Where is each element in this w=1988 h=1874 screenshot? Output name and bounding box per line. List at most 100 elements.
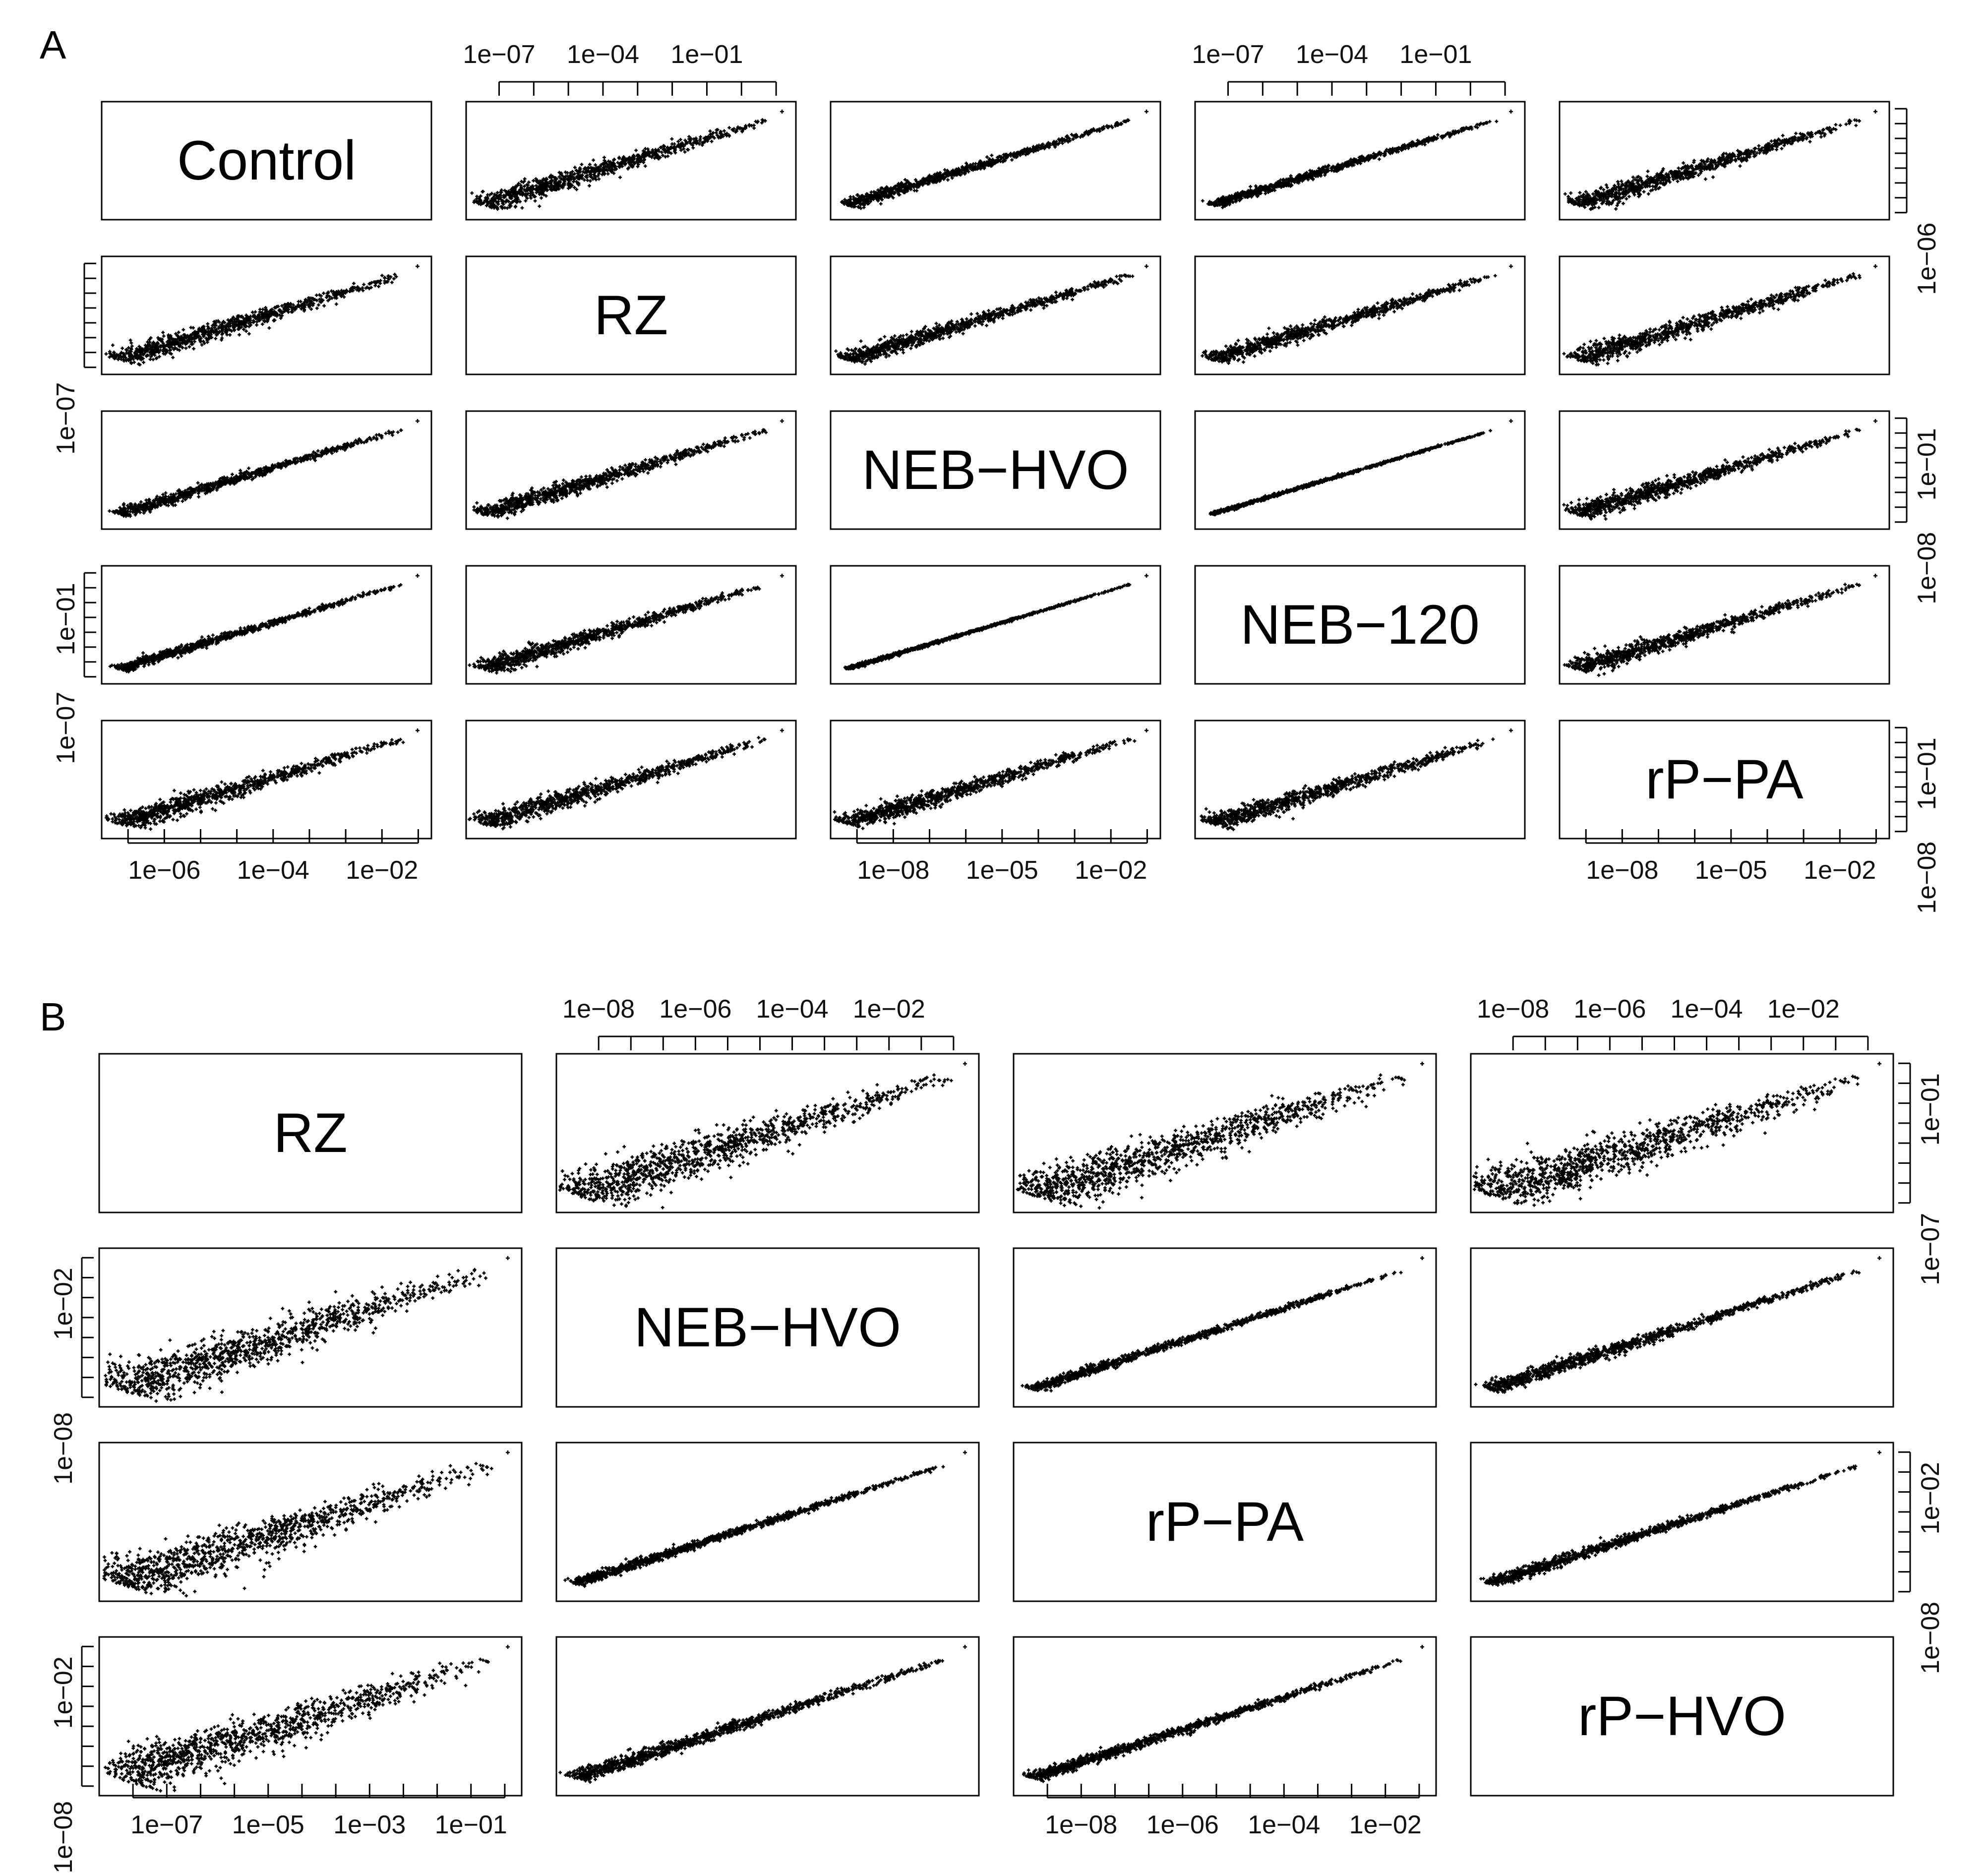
right-axis-row-3: 1e−08 1e−02: [1898, 1451, 1945, 1674]
tick-label: 1e−07: [130, 1811, 203, 1839]
cell-frame: [465, 720, 797, 840]
tick-label: 1e−02: [853, 995, 925, 1024]
tick-label: 1e−08: [1916, 1602, 1945, 1674]
scatter-points: [467, 728, 784, 831]
points: [468, 574, 784, 675]
points: [833, 728, 1148, 830]
tick-label: 1e−08: [49, 1801, 78, 1874]
right-axis-row-5: 1e−08 1e−01: [1895, 726, 1941, 914]
scatter-points: [472, 419, 784, 520]
scatter-points: [1201, 110, 1513, 209]
cell-frame: [830, 101, 1161, 221]
cell-frame: [101, 101, 432, 221]
cell-frame: [1013, 1636, 1437, 1797]
bottom-axis-col-1: 1e−07 1e−05 1e−03 1e−01: [130, 1784, 507, 1839]
tick-label: 1e−08: [49, 1412, 78, 1485]
cell-frame: [1559, 720, 1890, 840]
tick-label: 1e−04: [237, 856, 309, 885]
tick-label: 1e−02: [1075, 856, 1147, 885]
points: [1474, 1256, 1881, 1394]
cell-frame: [1470, 1442, 1894, 1602]
variable-label: RZ: [594, 284, 668, 346]
tick-label: 1e−06: [1146, 1811, 1219, 1839]
points: [1200, 728, 1513, 832]
cell-frame: [1470, 1053, 1894, 1213]
variable-label: rP−PA: [1645, 748, 1804, 810]
cell-1-1: Control: [101, 101, 432, 221]
cell-frame: [98, 1442, 523, 1602]
points: [1562, 419, 1877, 521]
tick-label: 1e−06: [1913, 223, 1941, 295]
points: [563, 1451, 967, 1588]
cell-2-2: NEB−HVO: [555, 1247, 980, 1408]
panel-label-a: A: [40, 23, 66, 67]
cell-3-1: [101, 410, 432, 530]
left-axis-row-2: 1e−08 1e−02: [49, 1257, 94, 1485]
cell-1-2: [555, 1053, 980, 1213]
tick-label: 1e−08: [857, 856, 929, 885]
points: [1201, 264, 1513, 365]
left-axis-row-4: 1e−07 1e−01: [52, 572, 96, 764]
cell-4-4: NEB−120: [1194, 565, 1526, 685]
points: [840, 110, 1148, 210]
scatter-points: [470, 110, 784, 211]
tick-label: 1e−04: [567, 40, 639, 69]
variable-label: rP−HVO: [1578, 1685, 1786, 1747]
cell-5-2: [465, 720, 797, 840]
tick-label: 1e−02: [1767, 995, 1840, 1024]
cell-4-1: [101, 565, 432, 685]
left-axis-row-4: 1e−08 1e−02: [49, 1645, 94, 1874]
scatter-points: [834, 264, 1148, 366]
points: [1021, 1256, 1424, 1392]
scatter-points: [104, 1645, 510, 1793]
tick-label: 1e−08: [1913, 532, 1941, 605]
points: [1472, 1062, 1881, 1207]
points: [834, 264, 1148, 366]
tick-label: 1e−02: [1916, 1462, 1945, 1534]
tick-label: 1e−08: [562, 995, 635, 1024]
tick-label: 1e−07: [1916, 1213, 1945, 1285]
bottom-axis-col-3: 1e−08 1e−05 1e−02: [856, 829, 1148, 885]
scatter-points: [1562, 264, 1877, 366]
cell-frame: [465, 410, 797, 530]
tick-label: 1e−01: [52, 583, 80, 655]
points: [470, 110, 784, 211]
cell-frame: [1013, 1053, 1437, 1213]
scatter-points: [1016, 1062, 1424, 1210]
cell-frame: [1194, 101, 1526, 221]
points: [1016, 1062, 1424, 1210]
points: [467, 728, 784, 831]
scatter-points: [1201, 264, 1513, 365]
tick-label: 1e−02: [346, 856, 418, 885]
cell-5-3: [830, 720, 1161, 840]
cell-3-4: [1194, 410, 1526, 530]
tick-label: 1e−04: [1248, 1811, 1320, 1839]
tick-label: 1e−06: [1573, 995, 1646, 1024]
cell-frame: [465, 101, 797, 221]
cell-frame: [1013, 1442, 1437, 1602]
cell-frame: [1013, 1247, 1437, 1408]
cell-frame: [555, 1053, 980, 1213]
cell-3-3: rP−PA: [1013, 1442, 1437, 1602]
tick-label: 1e−01: [670, 40, 743, 69]
variable-label: RZ: [273, 1102, 347, 1164]
cell-4-3: [1013, 1636, 1437, 1797]
tick-label: 1e−08: [1045, 1811, 1117, 1839]
scatter-points: [840, 110, 1148, 210]
variable-label: Control: [177, 129, 356, 191]
scatter-points: [102, 1451, 510, 1598]
scatter-points: [1021, 1256, 1424, 1392]
top-axis-col-2: 1e−08 1e−06 1e−04 1e−02: [562, 995, 955, 1050]
tick-label: 1e−04: [1671, 995, 1743, 1024]
cell-3-2: [555, 1442, 980, 1602]
cell-frame: [555, 1247, 980, 1408]
scatter-points: [468, 574, 784, 675]
cell-frame: [101, 720, 432, 840]
tick-label: 1e−01: [1916, 1073, 1945, 1146]
cell-4-2: [555, 1636, 980, 1797]
cell-2-5: [1559, 255, 1890, 375]
points: [558, 1062, 967, 1209]
cell-3-1: [98, 1442, 523, 1602]
scatter-points: [1208, 419, 1513, 517]
